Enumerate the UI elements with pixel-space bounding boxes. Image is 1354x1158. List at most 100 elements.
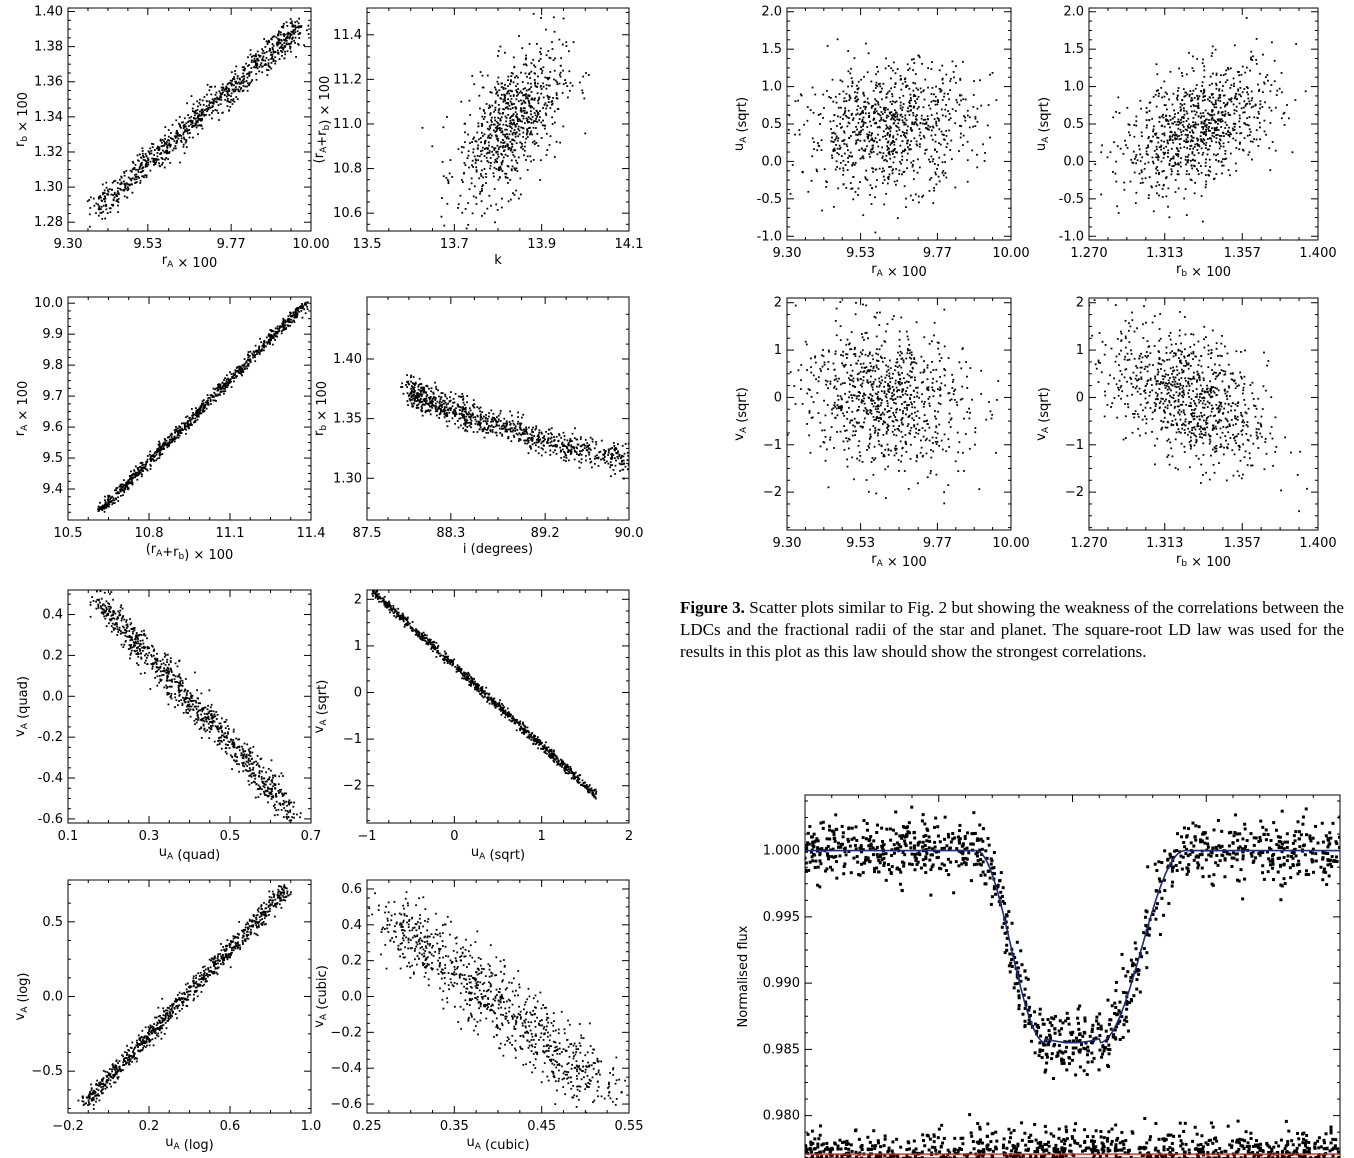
data-point [151,157,154,160]
data-point [116,487,119,489]
data-point [202,724,205,727]
data-point [247,759,250,762]
data-point [481,115,484,118]
data-point [508,133,511,136]
data-point [621,463,623,466]
data-point [146,469,149,472]
data-point [306,301,309,304]
data-point [248,763,251,766]
data-point [306,305,309,308]
data-point [272,51,275,54]
data-point [247,84,250,87]
data-point [138,177,141,179]
data-point [268,65,270,68]
data-point [431,400,433,403]
data-point [270,759,273,762]
data-point [457,148,460,151]
data-point [429,402,432,405]
data-point [535,43,538,45]
data-point [501,146,504,149]
data-point [133,627,136,629]
data-point [270,54,272,56]
data-point [509,122,512,125]
chart-fig2-rb-vs-i: 87.5 88.3 89.2 90.01.301.351.40i (degrees)r… [312,296,643,557]
data-point [218,742,221,745]
data-point [124,483,127,486]
data-point [166,152,168,155]
data-point [413,384,416,386]
data-point [229,101,232,103]
data-point [257,796,260,799]
data-point [273,332,276,335]
data-point [259,64,262,66]
data-point [510,71,513,74]
data-point [287,801,290,803]
data-point [142,158,145,161]
data-point [137,175,139,178]
data-point [430,405,433,408]
data-point [94,233,96,235]
data-point [264,46,267,48]
data-point [478,155,481,158]
data-point [294,309,297,312]
data-point [507,428,510,431]
data-point [476,431,479,433]
data-point [276,41,279,44]
data-point [174,430,177,433]
x-tick-label: 11.4 [297,526,326,541]
data-point [103,507,106,510]
data-point [119,488,121,491]
data-point [505,172,508,175]
data-point [264,794,266,796]
data-point [222,87,225,90]
data-point [235,65,238,68]
data-point [570,445,573,448]
data-point [155,658,158,660]
x-tick-label: 10.00 [292,237,329,252]
data-point [218,739,220,742]
data-point [283,35,286,38]
data-point [139,171,142,174]
data-point [208,710,211,713]
data-point [547,50,550,52]
data-point [167,675,169,678]
data-point [158,454,161,457]
data-point [157,447,160,450]
data-point [277,330,280,333]
data-point [237,738,240,741]
data-point [188,697,191,700]
data-point [220,93,222,96]
data-point [180,432,183,434]
data-point [481,86,484,89]
data-point [498,123,501,126]
data-point [242,770,245,773]
data-point [159,138,162,141]
data-point [563,445,566,447]
data-point [164,126,167,129]
data-point [139,162,142,165]
data-point [467,202,470,204]
data-point [240,371,243,373]
data-point [112,194,114,196]
data-point [249,752,251,755]
data-point [225,382,228,384]
data-point [565,45,568,47]
data-point [485,152,488,155]
data-point [143,632,146,635]
data-point [532,426,534,429]
data-point [108,207,111,210]
data-point [540,53,542,56]
data-point [245,62,247,65]
data-point [277,808,280,811]
data-point [537,99,539,102]
data-point [176,141,178,144]
data-point [483,147,486,150]
data-point [259,793,262,796]
data-point [144,174,147,177]
data-point [569,453,572,456]
data-point [556,83,559,86]
data-point [119,609,122,612]
data-point [525,133,528,136]
data-point [474,416,477,418]
data-point [511,90,513,93]
